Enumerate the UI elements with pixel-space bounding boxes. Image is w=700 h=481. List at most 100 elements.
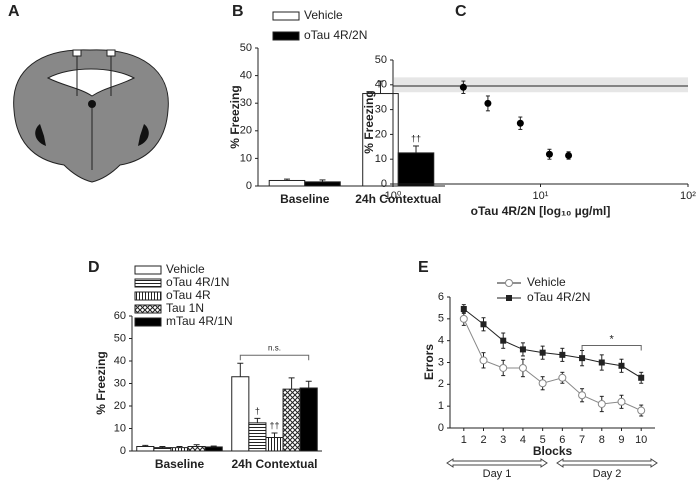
bar [153,447,172,452]
point [479,356,488,365]
legend-swatch [272,31,300,41]
point [545,150,553,158]
span-label: Day 2 [593,468,622,480]
panel-label: A [8,3,20,20]
legend-swatch [134,317,162,327]
y-axis-label: % Freezing [228,85,242,148]
annotation: * [609,333,614,345]
day-arrows [446,458,658,468]
y-tick-label: 40 [375,79,387,91]
y-tick-label: 10 [240,152,252,164]
legend-label: oTau 4R/2N [527,290,590,304]
y-tick-label: 50 [240,42,252,54]
y-tick-label: 5 [438,313,444,325]
legend-label: oTau 4R/2N [304,28,367,42]
y-tick-label: 3 [438,356,444,368]
x-tick-label: 10² [680,190,696,202]
bar [265,437,284,452]
legend-marker [505,279,513,287]
bar [187,446,206,452]
y-tick-label: 0 [246,180,252,192]
point [565,151,573,159]
annotation: †† [269,420,279,430]
y-axis-label: Errors [422,344,436,380]
legend-label: oTau 4R/1N [166,275,229,289]
point [480,321,487,328]
bar [136,446,155,452]
y-tick-label: 20 [375,128,387,140]
legend-label: Tau 1N [166,301,204,315]
y-tick-label: 2 [438,378,444,390]
bar [231,376,250,452]
legend-label: Vehicle [166,262,205,276]
x-tick-label: 24h Contextual [231,457,317,471]
x-tick-label: 4 [520,434,526,446]
panel-label: B [232,3,244,20]
point [598,359,605,366]
point [597,399,606,408]
y-tick-label: 30 [375,104,387,116]
series-line [463,318,642,411]
y-tick-label: 30 [240,97,252,109]
point [638,374,645,381]
y-axis-label: % Freezing [362,90,376,153]
annotation: n.s. [268,343,281,352]
bar [268,179,306,187]
point [459,314,468,323]
x-tick-label: 2 [480,434,486,446]
span-label: Day 1 [483,468,512,480]
bar [304,181,341,187]
legend-swatch [134,291,162,301]
point [460,306,467,313]
point [538,379,547,388]
point [459,83,467,91]
y-tick-label: 10 [375,153,387,165]
series-line [463,308,642,379]
point [559,351,566,358]
point [579,355,586,362]
x-tick-label: Baseline [280,192,330,206]
bar [170,447,189,452]
x-tick-label: 8 [599,434,605,446]
legend-label: Vehicle [527,275,566,289]
y-tick-label: 0 [120,445,126,457]
panel-label: D [88,259,100,276]
panel-label: C [455,3,467,20]
point [618,362,625,369]
x-tick-label: 6 [559,434,565,446]
y-axis-label: % Freezing [94,351,108,414]
panel-label: E [418,259,429,276]
point [484,99,492,107]
legend-swatch [134,265,162,275]
y-tick-label: 40 [240,70,252,82]
bar [282,388,301,452]
y-tick-label: 60 [114,310,126,322]
y-tick-label: 40 [114,355,126,367]
y-tick-label: 1 [438,400,444,412]
point [516,119,524,127]
y-tick-label: 6 [438,291,444,303]
bar [299,387,318,452]
x-tick-label: 7 [579,434,585,446]
x-tick-label: 9 [618,434,624,446]
point [539,349,546,356]
bar [204,446,223,452]
y-tick-label: 4 [438,335,444,347]
legend-label: mTau 4R/1N [166,314,233,328]
x-tick-label: 3 [500,434,506,446]
x-tick-label: 5 [540,434,546,446]
x-tick-label: 10⁰ [385,190,402,202]
point [558,373,567,382]
bracket [239,354,310,361]
legend-marker [506,295,512,301]
bar [248,422,267,452]
annotation: † [255,406,260,416]
y-tick-label: 50 [114,332,126,344]
legend-label: oTau 4R [166,288,211,302]
y-tick-label: 50 [375,54,387,66]
x-tick-label: 1 [461,434,467,446]
point [519,346,526,353]
x-tick-label: 10 [635,434,647,446]
